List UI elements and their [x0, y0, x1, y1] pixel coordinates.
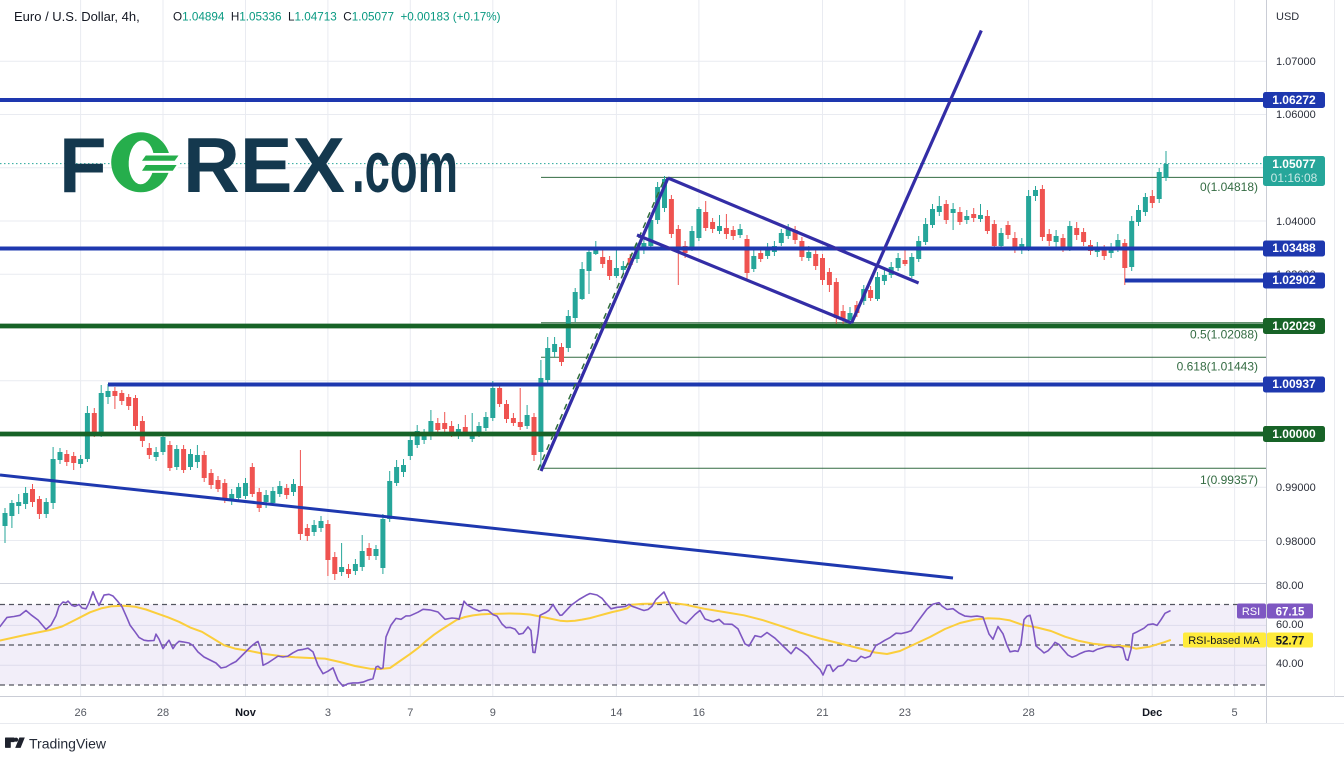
- svg-text:1.07000: 1.07000: [1276, 56, 1316, 68]
- svg-text:9: 9: [490, 707, 496, 719]
- svg-text:16: 16: [693, 707, 705, 719]
- svg-text:RSI-based MA: RSI-based MA: [1188, 635, 1260, 647]
- svg-text:0(1.04818): 0(1.04818): [1200, 180, 1258, 194]
- svg-text:23: 23: [899, 707, 911, 719]
- svg-text:40.00: 40.00: [1276, 658, 1304, 670]
- svg-text:7: 7: [407, 707, 413, 719]
- svg-text:O1.04894 H1.05336 L1.04713: O1.04894 H1.05336 L1.04713 C1.05077 +0.0…: [173, 11, 501, 24]
- svg-text:1.04000: 1.04000: [1276, 216, 1316, 228]
- svg-text:1.02029: 1.02029: [1272, 319, 1316, 333]
- svg-text:1.06272: 1.06272: [1272, 93, 1316, 107]
- svg-text:5: 5: [1232, 707, 1238, 719]
- svg-text:14: 14: [610, 707, 622, 719]
- svg-text:60.00: 60.00: [1276, 619, 1304, 631]
- svg-text:Nov: Nov: [235, 707, 257, 719]
- svg-text:F: F: [59, 121, 107, 209]
- svg-text:.com: .com: [352, 128, 458, 208]
- svg-text:67.15: 67.15: [1276, 607, 1305, 619]
- svg-text:0.99000: 0.99000: [1276, 482, 1316, 494]
- svg-text:0.5(1.02088): 0.5(1.02088): [1190, 328, 1258, 342]
- svg-text:1.00000: 1.00000: [1272, 427, 1316, 441]
- svg-text:1.05077: 1.05077: [1272, 157, 1316, 171]
- svg-text:1(0.99357): 1(0.99357): [1200, 473, 1258, 487]
- svg-text:3: 3: [325, 707, 331, 719]
- svg-text:USD: USD: [1276, 11, 1299, 23]
- svg-text:Euro / U.S. Dollar, 4h,: Euro / U.S. Dollar, 4h,: [14, 9, 140, 24]
- svg-text:1.03488: 1.03488: [1272, 241, 1316, 255]
- svg-text:01:16:08: 01:16:08: [1271, 171, 1318, 185]
- svg-text:52.77: 52.77: [1276, 636, 1305, 648]
- svg-text:REX: REX: [183, 121, 345, 209]
- svg-text:1.00937: 1.00937: [1272, 377, 1316, 391]
- svg-text:1.06000: 1.06000: [1276, 109, 1316, 121]
- svg-text:0.618(1.01443): 0.618(1.01443): [1177, 360, 1258, 374]
- svg-text:0.98000: 0.98000: [1276, 536, 1316, 548]
- svg-text:26: 26: [74, 707, 86, 719]
- svg-text:28: 28: [157, 707, 169, 719]
- svg-text:RSI: RSI: [1242, 606, 1260, 618]
- svg-text:21: 21: [816, 707, 828, 719]
- svg-text:80.00: 80.00: [1276, 580, 1304, 592]
- svg-text:Dec: Dec: [1142, 707, 1162, 719]
- svg-text:28: 28: [1022, 707, 1034, 719]
- svg-text:TradingView: TradingView: [29, 736, 107, 752]
- svg-text:1.02902: 1.02902: [1272, 273, 1316, 287]
